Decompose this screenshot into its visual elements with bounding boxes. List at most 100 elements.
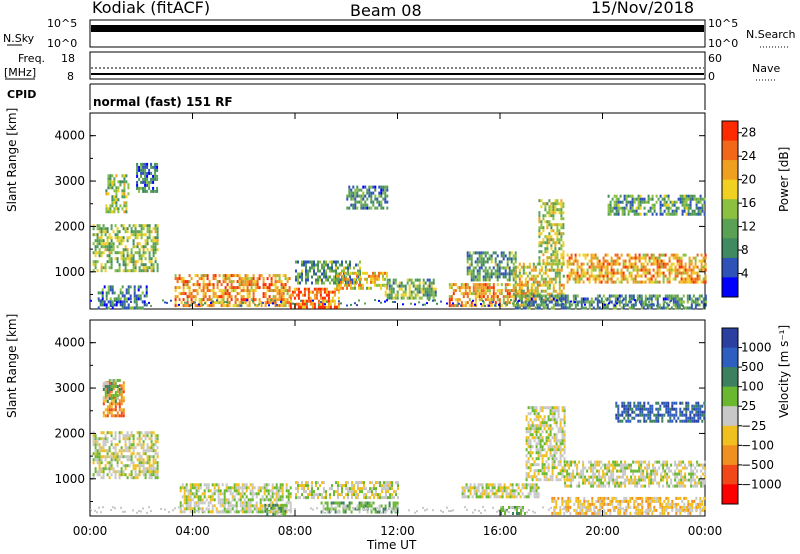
heatmap-cell [513, 495, 516, 499]
heatmap-cell [190, 304, 192, 307]
heatmap-cell [107, 210, 110, 214]
heatmap-cell [588, 306, 591, 310]
heatmap-cell [689, 194, 692, 198]
heatmap-cell [325, 260, 327, 264]
heatmap-cell [465, 483, 468, 487]
heatmap-cell [695, 197, 698, 201]
heatmap-cell [118, 242, 121, 246]
heatmap-cell [208, 304, 211, 308]
heatmap-cell [305, 305, 308, 309]
heatmap-cell [562, 226, 565, 230]
heatmap-cell [498, 263, 501, 267]
heatmap-cell [610, 268, 613, 272]
heatmap-cell [247, 498, 250, 502]
heatmap-cell [582, 268, 585, 272]
heatmap-cell [382, 188, 385, 192]
heatmap-cell [252, 300, 254, 303]
heatmap-cell [134, 263, 137, 267]
heatmap-cell [309, 493, 311, 497]
heatmap-cell [656, 297, 659, 301]
heatmap-cell [554, 247, 557, 251]
heatmap-cell [680, 259, 683, 263]
heatmap-cell [138, 230, 141, 234]
heatmap-cell [430, 284, 433, 288]
heatmap-cell [146, 269, 149, 273]
heatmap-cell [120, 393, 123, 397]
heatmap-cell [267, 489, 270, 493]
heatmap-cell [617, 203, 620, 207]
heatmap-cell [325, 275, 327, 279]
heatmap-cell [265, 486, 268, 490]
heatmap-cell [586, 268, 589, 272]
heatmap-cell [556, 268, 559, 272]
heatmap-cell [448, 298, 451, 302]
heatmap-cell [564, 294, 567, 298]
heatmap-cell [534, 300, 537, 304]
heatmap-cell [112, 399, 115, 403]
heatmap-cell [680, 271, 683, 275]
heatmap-cell [532, 277, 535, 281]
heatmap-cell [241, 486, 244, 490]
heatmap-cell [198, 303, 200, 306]
heatmap-cell [252, 277, 255, 281]
heatmap-cell [240, 277, 243, 281]
heatmap-cell [696, 265, 699, 269]
heatmap-cell [700, 265, 703, 269]
heatmap-cell [610, 262, 613, 266]
heatmap-cell [666, 277, 669, 281]
heatmap-cell [297, 275, 299, 279]
heatmap-cell [536, 286, 539, 290]
heatmap-cell [387, 481, 389, 485]
heatmap-cell [110, 411, 113, 415]
heatmap-cell [532, 303, 535, 307]
heatmap-cell [218, 274, 221, 278]
heatmap-cell [629, 209, 632, 213]
heatmap-cell [184, 280, 187, 284]
heatmap-cell [130, 431, 133, 435]
heatmap-cell [667, 206, 670, 210]
heatmap-cell [108, 449, 111, 453]
heatmap-cell [360, 286, 362, 290]
heatmap-cell [211, 498, 214, 502]
heatmap-cell [544, 214, 547, 218]
heatmap-cell [543, 466, 546, 470]
heatmap-cell [102, 414, 105, 418]
heatmap-cell [400, 296, 403, 300]
heatmap-cell [94, 452, 97, 456]
heatmap-cell [179, 510, 182, 514]
heatmap-cell [138, 434, 141, 438]
heatmap-cell [582, 300, 585, 304]
heatmap-cell [541, 418, 544, 422]
heatmap-cell [456, 286, 459, 290]
heatmap-cell [574, 280, 577, 284]
heatmap-cell [248, 280, 251, 284]
heatmap-cell [119, 297, 122, 301]
heatmap-cell [370, 274, 372, 278]
heatmap-cell [329, 269, 331, 273]
heatmap-cell [590, 268, 593, 272]
heatmap-cell [702, 259, 705, 263]
heatmap-cell [378, 203, 381, 207]
heatmap-cell [474, 295, 477, 299]
heatmap-cell [684, 306, 687, 310]
heatmap-cell [704, 253, 707, 257]
heatmap-cell [284, 277, 287, 281]
heatmap-cell [626, 303, 629, 307]
heatmap-cell [237, 498, 240, 502]
heatmap-cell [379, 493, 381, 497]
heatmap-cell [594, 277, 597, 281]
heatmap-cell [542, 202, 545, 206]
heatmap-cell [102, 440, 105, 444]
heatmap-cell [644, 274, 647, 278]
heatmap-cell [391, 493, 393, 497]
heatmap-cell [337, 266, 339, 270]
heatmap-cell [348, 501, 351, 505]
heatmap-cell [250, 283, 253, 287]
heatmap-cell [334, 510, 337, 514]
heatmap-cell [115, 192, 118, 196]
heatmap-cell [134, 245, 137, 249]
heatmap-cell [518, 262, 521, 266]
heatmap-cell [94, 266, 97, 270]
heatmap-cell [616, 271, 619, 275]
heatmap-cell [384, 277, 386, 281]
